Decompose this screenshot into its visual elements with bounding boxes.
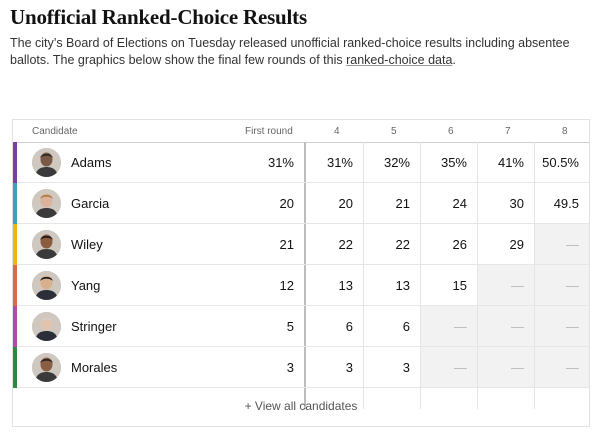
round-6-value: 24 [452, 196, 467, 211]
round-7-value: — [478, 306, 534, 346]
round-5-value: 21 [395, 196, 410, 211]
candidate-avatar [32, 271, 61, 300]
page-description: The city’s Board of Elections on Tuesday… [10, 35, 592, 69]
round-4-value: 13 [338, 278, 353, 293]
round-4-value: 3 [345, 360, 353, 375]
round-6-value: 26 [452, 237, 467, 252]
column-divider [420, 142, 421, 409]
round-5-value: 6 [402, 319, 410, 334]
ranked-choice-data-link[interactable]: ranked-choice data [346, 53, 453, 67]
round-4-value: 31% [326, 155, 353, 170]
first-round-value: 20 [279, 196, 294, 211]
candidate-avatar [32, 148, 61, 177]
candidate-color-bar [13, 183, 17, 224]
candidate-avatar [32, 189, 61, 218]
candidate-avatar [32, 312, 61, 341]
round-6-value: 15 [452, 278, 467, 293]
first-round-value: 21 [279, 237, 294, 252]
round-7-value: 29 [509, 237, 524, 252]
candidate-name: Garcia [71, 196, 110, 211]
round-7-value: 41% [497, 155, 524, 170]
first-round-value: 3 [286, 360, 294, 375]
description-text: The city’s Board of Elections on Tuesday… [10, 36, 570, 67]
candidate-color-bar [13, 224, 17, 265]
round-8-value: — [535, 265, 589, 305]
candidate-name: Wiley [71, 237, 103, 252]
table-header: Candidate First round 4 5 6 7 8 [13, 120, 589, 143]
round-7-value: — [478, 265, 534, 305]
candidate-name: Stringer [71, 319, 117, 334]
round-5-value: 32% [383, 155, 410, 170]
round-6-value: — [421, 306, 477, 346]
table-row: Adams 31% 31% 32% 35% 41% 50.5% [13, 142, 589, 183]
candidate-color-bar [13, 265, 17, 306]
round-6-value: 35% [440, 155, 467, 170]
column-divider [363, 142, 364, 409]
round-4-value: 20 [338, 196, 353, 211]
round-7-value: — [478, 347, 534, 387]
view-all-candidates-button[interactable]: + View all candidates [244, 399, 358, 413]
candidate-column-header: Candidate [32, 126, 78, 137]
round-4-header: 4 [334, 126, 340, 137]
round-5-value: 22 [395, 237, 410, 252]
round-6-value: — [421, 347, 477, 387]
candidate-color-bar [13, 306, 17, 347]
candidate-color-bar [13, 347, 17, 388]
round-7-header: 7 [505, 126, 511, 137]
table-row: Stringer 5 6 6— — — [13, 306, 589, 347]
table-row: Wiley 21 22 22 26 29 — [13, 224, 589, 265]
column-divider [534, 142, 535, 409]
round-5-value: 3 [402, 360, 410, 375]
candidate-avatar [32, 230, 61, 259]
results-table: Candidate First round 4 5 6 7 8 Adams 31%… [12, 119, 590, 427]
column-divider [477, 142, 478, 409]
round-5-header: 5 [391, 126, 397, 137]
first-round-divider [304, 142, 306, 409]
round-6-header: 6 [448, 126, 454, 137]
first-round-value: 31% [267, 155, 294, 170]
candidate-avatar [32, 353, 61, 382]
first-round-value: 5 [286, 319, 294, 334]
table-row: Yang 12 13 13 15 — — [13, 265, 589, 306]
table-row: Garcia 20 20 21 24 30 49.5 [13, 183, 589, 224]
page-title: Unofficial Ranked-Choice Results [10, 5, 307, 29]
table-row: Morales 3 3 3— — — [13, 347, 589, 388]
candidate-color-bar [13, 142, 17, 183]
first-round-value: 12 [279, 278, 294, 293]
round-8-value: — [535, 224, 589, 264]
round-8-value: — [535, 306, 589, 346]
round-8-value: — [535, 347, 589, 387]
round-4-value: 6 [345, 319, 353, 334]
first-round-column-header: First round [245, 126, 293, 137]
round-8-header: 8 [562, 126, 568, 137]
round-8-value: 49.5 [553, 196, 579, 211]
candidate-name: Morales [71, 360, 118, 375]
round-8-value: 50.5% [542, 155, 579, 170]
candidate-name: Yang [71, 278, 101, 293]
description-suffix: . [452, 53, 456, 67]
round-7-value: 30 [509, 196, 524, 211]
round-4-value: 22 [338, 237, 353, 252]
round-5-value: 13 [395, 278, 410, 293]
candidate-name: Adams [71, 155, 112, 170]
